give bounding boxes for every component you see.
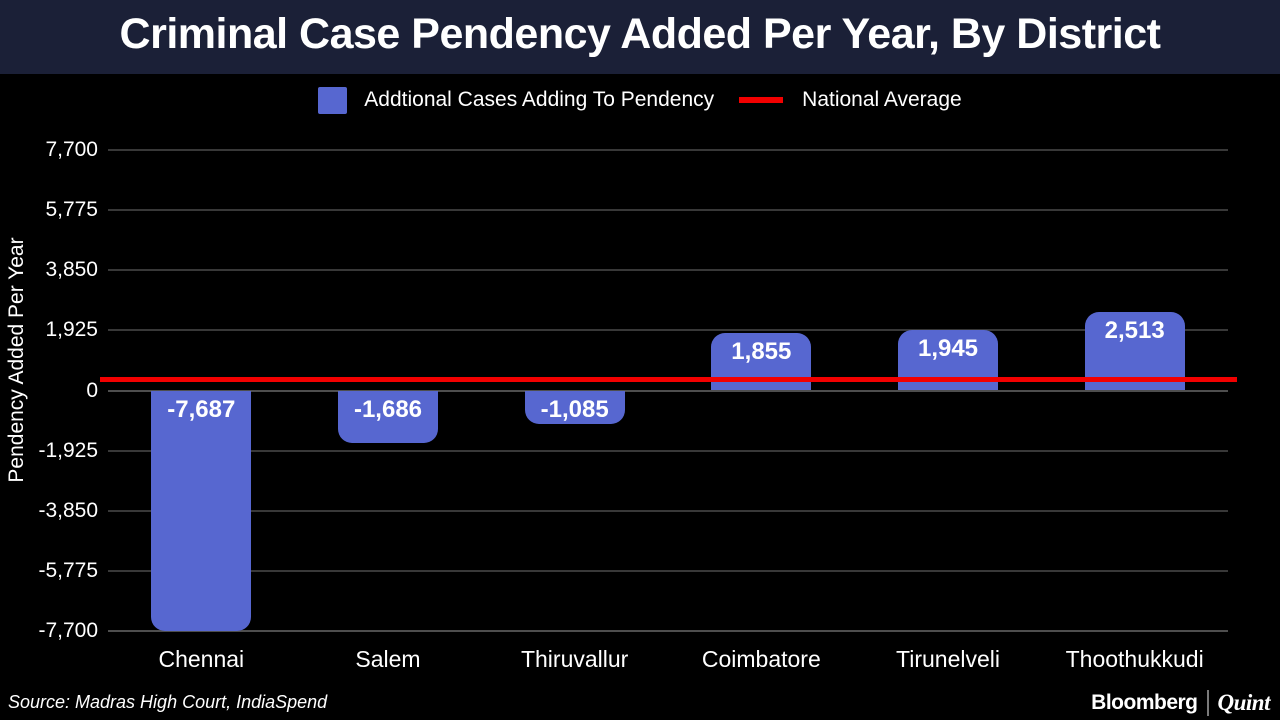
national-average-line <box>100 377 1237 383</box>
bar-value-salem: -1,686 <box>353 395 423 423</box>
gridline-3850 <box>108 269 1228 272</box>
y-tick-label--7700: -7,700 <box>38 619 98 642</box>
x-label-thiruvallur: Thiruvallur <box>520 646 629 672</box>
brand-divider <box>1206 690 1209 716</box>
series-swatch <box>318 86 348 114</box>
y-tick-label--3850: -3,850 <box>38 498 98 522</box>
average-legend-label: National Average <box>802 88 962 111</box>
y-tick-label-1925: 1,925 <box>45 318 98 342</box>
y-tick-label--1925: -1,925 <box>38 438 98 462</box>
y-tick-label-0: 0 <box>86 378 98 402</box>
series-legend-label: Addtional Cases Adding To Pendency <box>364 88 715 111</box>
gridline--3850 <box>108 509 1228 512</box>
brand-logo: Bloomberg Quint <box>1091 690 1271 716</box>
gridline--5775 <box>108 569 1228 572</box>
gridline--1925 <box>108 449 1228 452</box>
gridline-0 <box>108 389 1228 392</box>
gridline--7700 <box>108 630 1228 632</box>
x-label-tirunelveli: Tirunelveli <box>896 646 1000 672</box>
gridline-7700 <box>108 149 1228 151</box>
y-tick-label-3850: 3,850 <box>45 258 98 282</box>
x-label-salem: Salem <box>355 646 421 672</box>
y-tick-label-5775: 5,775 <box>45 198 98 222</box>
chart-title: Criminal Case Pendency Added Per Year, B… <box>119 9 1161 58</box>
bar-value-chennai: -7,687 <box>167 395 236 423</box>
y-tick-label--5775: -5,775 <box>38 558 98 582</box>
y-tick-label-7700: 7,700 <box>45 138 98 161</box>
legend: Addtional Cases Adding To Pendency Natio… <box>0 76 1280 124</box>
bar-value-coimbatore: 1,855 <box>731 337 792 365</box>
average-line-swatch <box>739 97 784 103</box>
bar-value-tirunelveli: 1,945 <box>917 334 979 362</box>
x-label-coimbatore: Coimbatore <box>701 646 821 672</box>
bar-value-thoothukkudi: 2,513 <box>1104 317 1165 344</box>
bar-salem <box>338 390 438 444</box>
x-label-thoothukkudi: Thoothukkudi <box>1065 646 1204 672</box>
gridline-1925 <box>108 329 1228 332</box>
brand-bloomberg: Bloomberg <box>1091 691 1198 714</box>
bar-value-thiruvallur: -1,085 <box>540 395 609 423</box>
title-bar: Criminal Case Pendency Added Per Year, B… <box>0 0 1280 74</box>
bar-chennai <box>151 390 252 631</box>
brand-quint: Quint <box>1217 690 1271 715</box>
source-note: Source: Madras High Court, IndiaSpend <box>8 692 328 712</box>
bar-thiruvallur <box>524 390 625 425</box>
x-label-chennai: Chennai <box>158 646 245 672</box>
gridline-5775 <box>108 209 1228 212</box>
